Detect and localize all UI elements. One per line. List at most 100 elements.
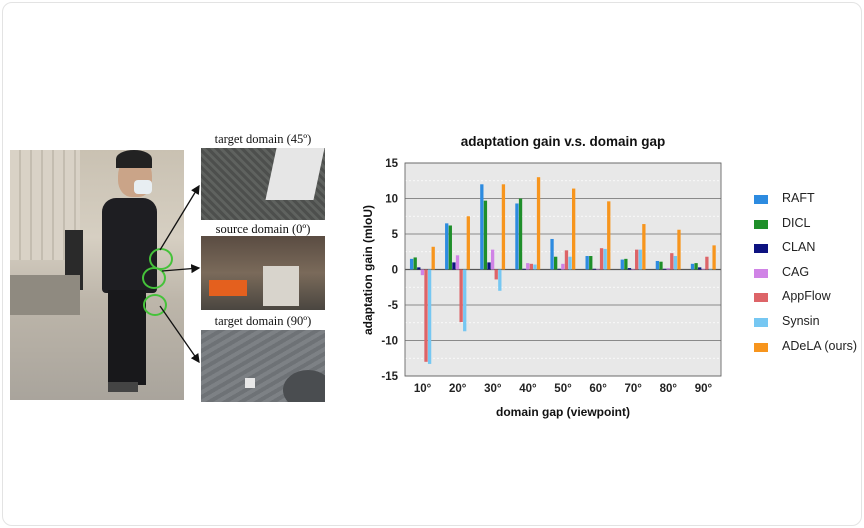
- y-tick-label: -15: [381, 371, 398, 383]
- chart-title: adaptation gain v.s. domain gap: [461, 134, 666, 149]
- bar: [480, 184, 484, 270]
- bar: [603, 248, 607, 270]
- y-tick-label: 0: [392, 265, 398, 277]
- bar: [427, 269, 432, 364]
- bar: [708, 268, 713, 270]
- bar: [498, 269, 502, 291]
- bar: [670, 253, 674, 270]
- legend-label: CLAN: [782, 240, 816, 255]
- y-tick-label: -10: [381, 336, 398, 348]
- x-tick-label: 60°: [589, 383, 607, 395]
- caption-target-90: target domain (90º): [214, 314, 312, 328]
- bar: [599, 248, 604, 270]
- orange-mat: [209, 280, 247, 296]
- bar: [592, 268, 597, 270]
- source-domain-photo: [201, 236, 325, 310]
- x-tick-label: 30°: [484, 383, 502, 395]
- desk-shape: [10, 275, 80, 315]
- bar: [662, 268, 667, 270]
- arrow-to-target-45: [159, 184, 200, 251]
- person-hair: [116, 150, 152, 168]
- bar: [572, 188, 576, 270]
- face-mask: [134, 180, 152, 194]
- x-tick-label: 40°: [519, 383, 537, 395]
- bar: [638, 249, 642, 270]
- legend-label: ADeLA (ours): [782, 338, 858, 353]
- bar: [589, 256, 593, 270]
- bar: [420, 269, 425, 276]
- legend-label: Synsin: [782, 314, 820, 328]
- bar: [564, 250, 569, 270]
- y-axis-label: adaptation gain (mIoU): [361, 205, 375, 335]
- bar: [694, 263, 698, 270]
- x-tick-label: 80°: [660, 383, 678, 395]
- bar: [529, 263, 533, 270]
- y-tick-label: 15: [385, 158, 398, 170]
- bar: [596, 268, 600, 270]
- bar: [487, 262, 491, 270]
- x-tick-label: 50°: [554, 383, 572, 395]
- bar: [536, 177, 541, 270]
- object-shape: [263, 266, 299, 306]
- bar: [607, 201, 611, 270]
- bar: [620, 259, 624, 270]
- bar: [526, 263, 530, 270]
- legend-label: DICL: [782, 215, 811, 230]
- bar: [452, 262, 456, 270]
- bar: [666, 268, 670, 270]
- legend-swatch: [754, 268, 768, 278]
- legend-label: RAFT: [782, 191, 815, 205]
- bar: [698, 267, 702, 270]
- bar: [445, 223, 449, 270]
- arrow-to-target-90: [159, 305, 200, 364]
- bar: [515, 203, 519, 270]
- bar: [463, 269, 467, 332]
- legend-label: AppFlow: [782, 289, 831, 304]
- y-tick-label: -5: [388, 300, 399, 312]
- bar: [624, 258, 628, 270]
- target-domain-90-photo: [201, 330, 325, 402]
- bar: [413, 257, 417, 270]
- bar: [568, 256, 572, 270]
- x-tick-label: 70°: [625, 383, 643, 395]
- bar: [518, 198, 523, 270]
- bar: [466, 216, 470, 270]
- bar: [417, 267, 421, 270]
- x-tick-label: 90°: [695, 383, 713, 395]
- arrow-to-source: [161, 264, 201, 274]
- legend-swatch: [754, 318, 768, 327]
- bar: [522, 268, 526, 270]
- y-tick-label: 10: [385, 194, 398, 206]
- legend-swatch: [754, 195, 768, 204]
- person-legs: [108, 290, 146, 385]
- bar: [431, 246, 435, 270]
- person-shoes: [108, 382, 138, 392]
- bar: [459, 269, 463, 323]
- bar: [409, 258, 414, 270]
- legend-swatch: [754, 342, 768, 352]
- bar: [655, 260, 660, 270]
- shadow-shape: [283, 370, 325, 402]
- x-tick-label: 10°: [414, 383, 432, 395]
- bar: [561, 263, 565, 270]
- bar: [627, 268, 632, 270]
- x-tick-label: 20°: [449, 383, 467, 395]
- legend-swatch: [754, 293, 768, 303]
- bar: [585, 256, 589, 270]
- bar: [642, 224, 646, 270]
- caption-source: source domain (0º): [215, 222, 311, 236]
- caption-target-45: target domain (45º): [214, 132, 312, 146]
- bar: [631, 269, 635, 271]
- bar: [677, 229, 681, 270]
- legend-swatch: [754, 219, 768, 229]
- camera-ring-3: [143, 294, 167, 316]
- bar: [701, 268, 705, 270]
- bar: [494, 269, 498, 280]
- bar: [554, 256, 558, 270]
- bar: [673, 256, 678, 270]
- person-wearing-cameras-photo: [10, 150, 184, 400]
- bar: [533, 264, 537, 270]
- object-shape: [245, 378, 255, 388]
